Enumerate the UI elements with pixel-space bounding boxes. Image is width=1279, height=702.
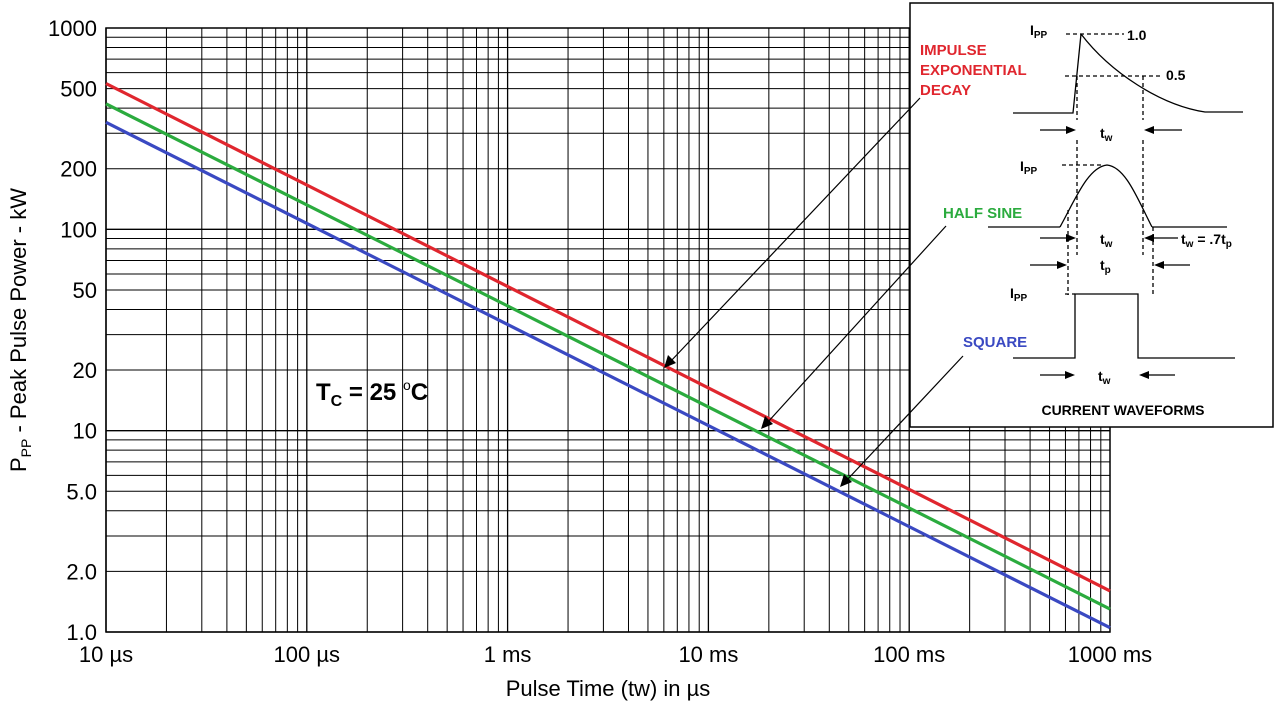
y-tick-label: 500 [60,77,97,102]
tw-arrow-left-3 [1065,371,1075,379]
tw-equation-label: tw = .7tp [1181,231,1232,250]
square-leader [845,355,964,482]
tw-arrow-right-2 [1144,234,1154,242]
impulse-leader-arrowhead [664,355,676,368]
y-axis-subscript: PP [18,439,34,458]
y-tick-label: 200 [60,157,97,182]
y-tick-label: 10 [73,419,97,444]
series-line-half-sine [105,102,1111,611]
y-axis-label-text: Peak Pulse Power - kW [6,188,31,419]
ipp-label-2: IPP [1020,158,1038,177]
tw-arrow-right-1 [1144,126,1154,134]
waveform-inset: IPP 1.0 0.5 tw IPP tw tw = .7tp tp [909,2,1274,428]
x-axis-title: Pulse Time (tw) in µs [506,676,711,701]
half-sine-series-label: HALF SINE [943,205,1022,222]
square-series-label: SQUARE [963,334,1027,351]
series-group [105,82,1111,630]
y-axis-symbol: P [6,457,31,472]
y-tick-label: 1000 [48,16,97,41]
y-tick-label: 20 [73,358,97,383]
impulse-leader [669,97,921,363]
y-tick-label: 100 [60,217,97,242]
x-tick-label: 10 µs [79,642,133,667]
series-line-impulse-exponential-decay [105,82,1111,593]
half-sine-leader-arrowhead [761,416,773,429]
tw-label-3: tw [1098,368,1111,387]
ipp-label-3: IPP [1010,285,1028,304]
temperature-annotation: TC = 25 oC [316,377,428,410]
tp-label: tp [1100,257,1111,276]
inset-title: CURRENT WAVEFORMS [1041,402,1204,418]
x-tick-label: 1 ms [484,642,532,667]
y-tick-label: 50 [73,278,97,303]
y-tick-label: 2.0 [66,559,97,584]
x-tick-label: 10 ms [678,642,738,667]
level-05-label: 0.5 [1166,67,1186,83]
y-axis-title: PPP - Peak Pulse Power - kW [6,188,34,472]
tw-arrow-right-3 [1139,371,1149,379]
x-tick-label: 100 ms [873,642,945,667]
square-leader-arrowhead [840,474,852,487]
x-tick-labels: 10 µs 100 µs 1 ms 10 ms 100 ms 1000 ms [79,642,1152,667]
level-1-label: 1.0 [1127,27,1147,43]
label-leaders [669,97,964,482]
tw-arrow-left-1 [1066,126,1076,134]
tw-label-1: tw [1100,125,1113,144]
inset-frame [909,2,1274,428]
x-tick-label: 100 µs [274,642,341,667]
tw-label-2: tw [1100,231,1113,250]
tp-arrow-right [1154,261,1164,269]
ipp-label-1: IPP [1030,22,1048,41]
y-tick-labels: 1000 500 200 100 50 20 10 5.0 2.0 1.0 [48,16,97,645]
impulse-series-label: IMPULSE EXPONENTIAL DECAY [920,42,1027,99]
y-tick-label: 5.0 [66,479,97,504]
y-tick-label: 1.0 [66,620,97,645]
tw-arrow-left-2 [1066,234,1076,242]
x-tick-label: 1000 ms [1068,642,1152,667]
half-sine-leader [766,225,947,424]
series-line-square [105,120,1111,630]
tp-arrow-left [1057,261,1067,269]
